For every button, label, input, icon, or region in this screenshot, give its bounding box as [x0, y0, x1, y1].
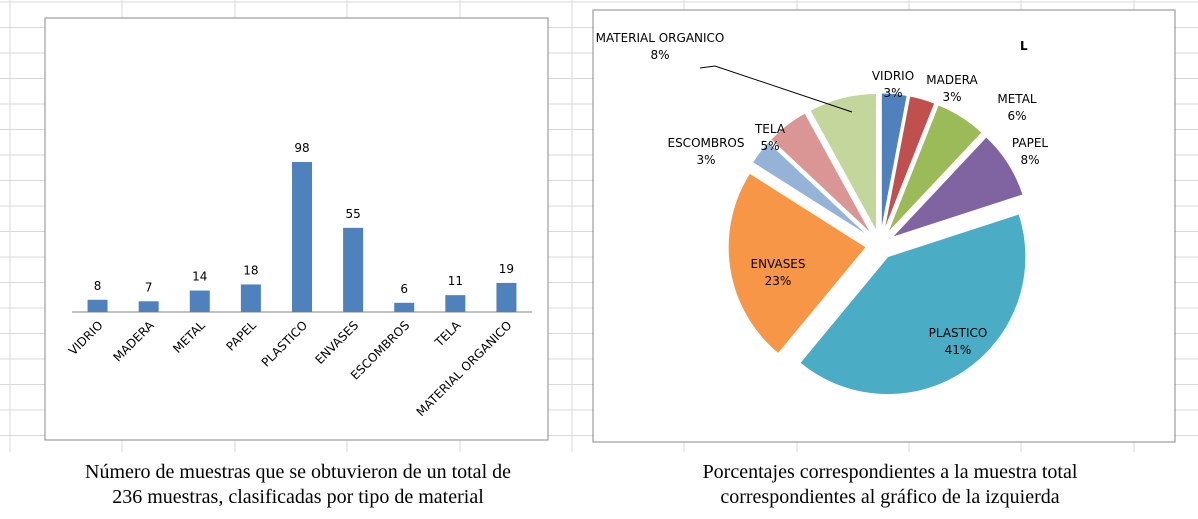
- slice-label: METAL: [997, 92, 1037, 106]
- bar: [138, 301, 159, 312]
- pie-slice: [809, 92, 878, 232]
- bar: [445, 295, 466, 312]
- slice-value: 41%: [945, 343, 972, 357]
- caption: Número de muestras que se obtuvieron de …: [85, 461, 511, 483]
- bar: [343, 227, 364, 312]
- slice-value: 8%: [1020, 153, 1039, 167]
- data-label: 7: [145, 280, 153, 294]
- bar: [189, 290, 210, 312]
- data-label: 14: [192, 270, 207, 284]
- pie-title: L: [1020, 39, 1028, 53]
- bar: [240, 284, 261, 312]
- slice-label: PLASTICO: [929, 326, 988, 340]
- bar: [394, 302, 415, 312]
- slice-value: 6%: [1007, 109, 1026, 123]
- data-label: 11: [448, 274, 463, 288]
- data-label: 55: [345, 207, 360, 221]
- data-label: 6: [400, 282, 408, 296]
- caption: 236 muestras, clasificadas por tipo de m…: [112, 486, 484, 508]
- data-label: 18: [243, 263, 258, 277]
- caption: Porcentajes correspondientes a la muestr…: [703, 461, 1078, 483]
- slice-value: 3%: [883, 86, 902, 100]
- pie-slice: [891, 136, 1024, 238]
- slice-label: MADERA: [926, 73, 978, 87]
- leader-line: [699, 65, 853, 113]
- bar: [292, 162, 312, 312]
- pie-slice: [751, 141, 870, 237]
- pie-slice: [883, 95, 936, 232]
- pie-slice: [799, 213, 1027, 396]
- data-label: 19: [499, 262, 514, 276]
- pie-slice: [880, 92, 908, 232]
- caption: correspondientes al gráfico de la izquie…: [720, 486, 1059, 508]
- slice-label: PAPEL: [1012, 136, 1048, 150]
- slice-label: MATERIAL ORGANICO: [596, 31, 725, 45]
- slice-label: TELA: [754, 122, 786, 136]
- pie-slice: [887, 104, 983, 234]
- slice-value: 23%: [765, 274, 792, 288]
- data-label: 98: [294, 141, 309, 155]
- bar: [496, 282, 517, 312]
- slice-value: 8%: [650, 48, 669, 62]
- slice-label: VIDRIO: [872, 69, 914, 83]
- slice-value: 3%: [696, 153, 715, 167]
- slice-label: ESCOMBROS: [667, 136, 744, 150]
- slice-value: 3%: [942, 90, 961, 104]
- slice-label: ENVASES: [750, 257, 805, 271]
- bar: [87, 299, 108, 312]
- pie-slice: [727, 172, 867, 355]
- pie-slice: [770, 112, 872, 235]
- data-label: 8: [94, 279, 102, 293]
- slice-value: 5%: [760, 139, 779, 153]
